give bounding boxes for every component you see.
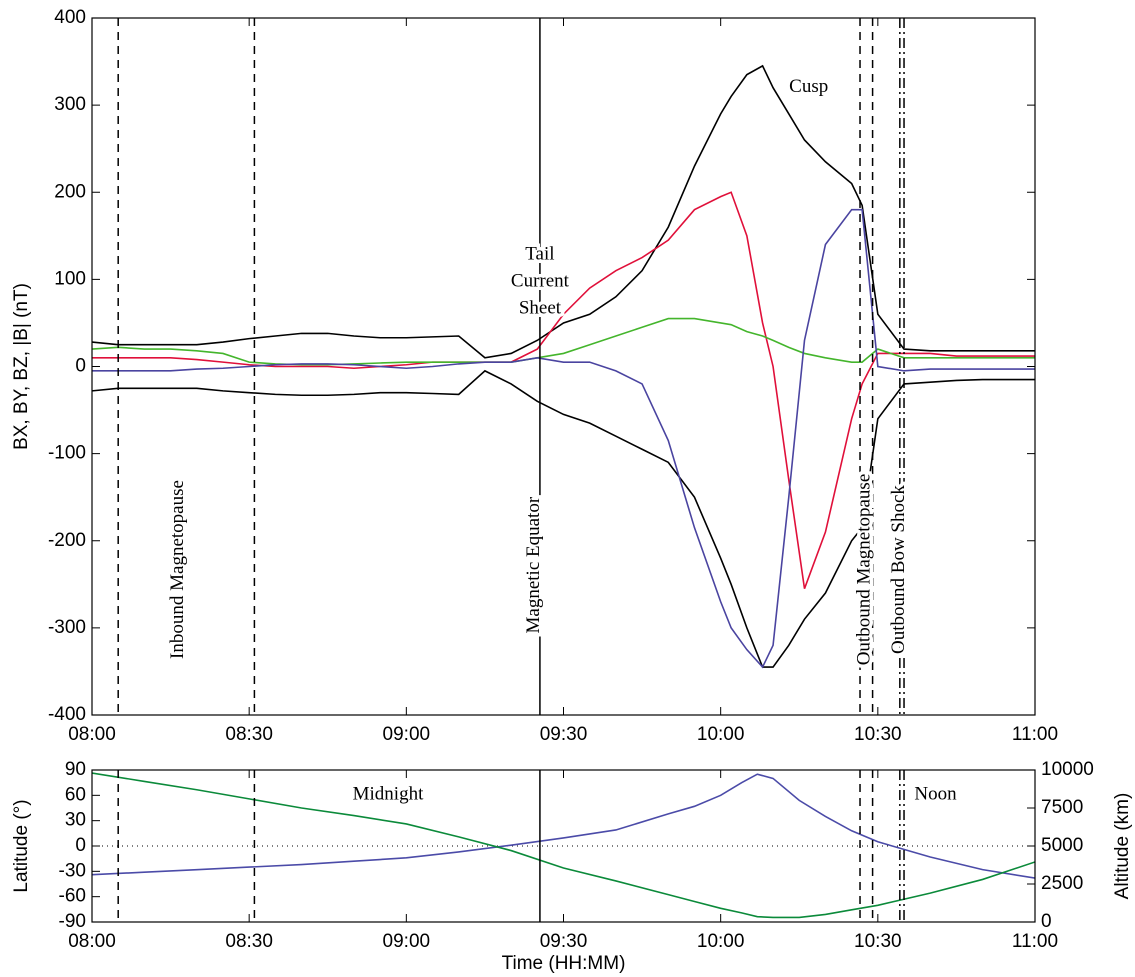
annotation: Noon (914, 784, 957, 805)
y-tick-label: 100 (54, 268, 86, 289)
data-line (92, 64, 1035, 359)
y-tick-label: 200 (54, 181, 86, 202)
x-tick-label: 10:00 (697, 931, 745, 952)
annotation: Sheet (519, 297, 562, 318)
data-line (92, 317, 1035, 366)
y-tick-label: 300 (54, 94, 86, 115)
y2-tick-label: 2500 (1041, 873, 1083, 894)
annotation: Current (511, 270, 570, 291)
y2-tick-label: 5000 (1041, 835, 1083, 856)
y2-tick-label: 7500 (1041, 797, 1083, 818)
data-line (92, 772, 1035, 919)
y-tick-label: 0 (75, 356, 86, 377)
x-tick-label: 10:30 (854, 931, 902, 952)
x-tick-label: 11:00 (1012, 931, 1058, 952)
y-axis-label: BX, BY, BZ, |B| (nT) (11, 283, 32, 450)
annotation: Magnetic Equator (523, 496, 544, 633)
annotation: Cusp (789, 76, 828, 97)
x-tick-label: 08:00 (68, 724, 116, 745)
y-tick-label: -60 (59, 886, 86, 907)
y2-axis-label: Altitude (km) (1112, 793, 1133, 900)
y-tick-label: 90 (65, 759, 86, 780)
annotation: Inbound Magnetopause (167, 480, 188, 659)
plot-frame (91, 17, 1036, 716)
y-tick-label: 400 (54, 7, 86, 28)
y-tick-label: -100 (48, 443, 86, 464)
y-tick-label: 0 (75, 835, 86, 856)
y2-tick-label: 0 (1041, 911, 1052, 932)
x-tick-label: 09:00 (383, 931, 431, 952)
y-tick-label: -90 (59, 911, 86, 932)
x-tick-label: 08:00 (68, 931, 116, 952)
x-tick-label: 09:30 (540, 724, 588, 745)
plot-frame (91, 769, 1036, 923)
x-tick-label: 10:30 (854, 724, 902, 745)
annotation: Outbound Bow Shock (888, 485, 909, 654)
x-axis-label: Time (HH:MM) (502, 953, 626, 974)
x-tick-label: 08:30 (225, 724, 273, 745)
y-tick-label: 30 (65, 810, 86, 831)
data-line (92, 208, 1035, 669)
x-tick-label: 11:00 (1012, 724, 1058, 745)
x-tick-label: 09:30 (540, 931, 588, 952)
annotation: Midnight (353, 784, 424, 805)
x-tick-label: 10:00 (697, 724, 745, 745)
y-tick-label: 60 (65, 784, 86, 805)
y-tick-label: -400 (48, 704, 86, 725)
annotation: Outbound Magnetopause (854, 474, 875, 666)
data-line (92, 369, 1035, 668)
y2-tick-label: 10000 (1041, 759, 1094, 780)
y-axis-label: Latitude (°) (11, 799, 32, 892)
x-tick-label: 09:00 (383, 724, 431, 745)
y-tick-label: -300 (48, 617, 86, 638)
data-line (92, 773, 1035, 879)
y-tick-label: -200 (48, 530, 86, 551)
annotation: Tail (525, 243, 554, 264)
x-tick-label: 08:30 (225, 931, 273, 952)
y-tick-label: -30 (59, 860, 86, 881)
